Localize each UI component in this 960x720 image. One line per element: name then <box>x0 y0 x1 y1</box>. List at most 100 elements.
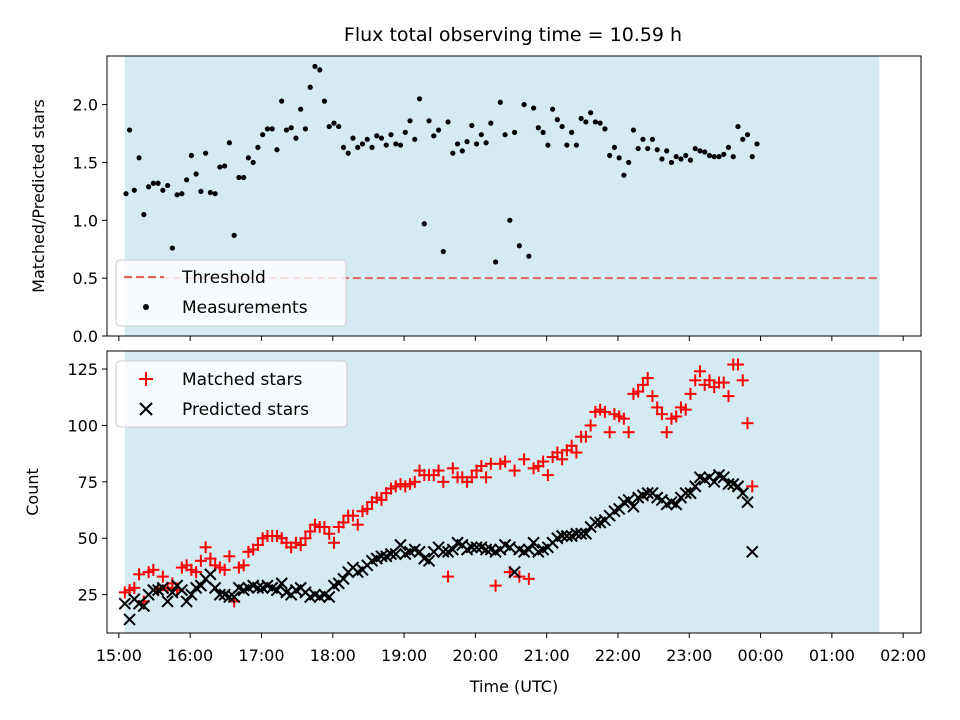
measurement-point <box>692 145 698 152</box>
measurement-point <box>393 141 399 147</box>
predicted-star-point <box>560 529 574 543</box>
matched-star-point <box>632 385 645 398</box>
measurement-point <box>440 248 446 255</box>
legend-measurements-swatch <box>143 304 149 310</box>
matched-star-point <box>641 372 654 385</box>
predicted-star-point <box>208 581 222 595</box>
measurement-point <box>697 148 703 154</box>
measurement-point <box>264 126 271 132</box>
measurement-point <box>283 127 290 133</box>
measurement-point <box>340 144 347 151</box>
measurement-point <box>123 191 129 197</box>
measurement-point <box>683 152 689 159</box>
predicted-star-point <box>413 545 426 558</box>
bottom-axes-frame <box>106 350 922 634</box>
chart-title: Flux total observing time = 10.59 h <box>344 24 682 46</box>
x-tick-label: 20:00 <box>452 646 498 665</box>
measurement-point <box>179 191 185 197</box>
measurement-point <box>687 157 694 163</box>
measurement-point <box>668 159 675 166</box>
measurement-point <box>602 126 608 132</box>
predicted-star-point <box>422 554 436 568</box>
measurement-point <box>397 142 404 148</box>
measurement-point <box>378 135 385 141</box>
predicted-star-point <box>579 527 593 540</box>
measurement-point <box>540 129 546 135</box>
measurement-point <box>564 142 570 148</box>
matched-star-point <box>361 502 374 515</box>
bottom-y-tick-label: 50 <box>78 529 98 548</box>
measurement-point <box>212 191 218 197</box>
measurement-point <box>345 150 351 156</box>
measurement-point <box>226 140 232 146</box>
predicted-star-point <box>522 543 536 556</box>
measurement-point <box>497 99 503 105</box>
measurement-point <box>203 150 209 156</box>
matched-star-point <box>556 453 569 466</box>
matched-star-point <box>717 376 730 389</box>
matched-star-point <box>622 426 635 439</box>
matched-star-point <box>251 539 264 552</box>
measurement-point <box>626 159 632 166</box>
measurement-point <box>678 156 684 162</box>
measurement-point <box>222 163 228 169</box>
top-y-tick-label: 1.5 <box>73 153 98 172</box>
predicted-star-point <box>180 595 193 608</box>
measurement-point <box>621 172 627 178</box>
measurement-point <box>492 259 499 265</box>
matched-star-point <box>375 493 388 506</box>
measurement-point <box>307 84 313 90</box>
predicted-star-point <box>156 581 170 595</box>
measurement-point <box>654 147 660 153</box>
top-legend-box <box>115 259 347 327</box>
measurement-point <box>236 174 242 181</box>
predicted-star-point <box>574 527 588 540</box>
measurement-point <box>469 122 475 129</box>
measurement-point <box>388 132 394 138</box>
measurement-point <box>740 136 746 142</box>
predicted-star-point <box>384 547 398 561</box>
predicted-star-point <box>527 536 540 549</box>
matched-star-point <box>651 401 664 414</box>
matched-star-point <box>565 439 578 452</box>
top-y-tick-label: 2.0 <box>73 96 98 115</box>
matched-star-point <box>133 568 146 581</box>
ratio-panel: 0.00.51.01.52.0 Matched/Predicted stars … <box>29 55 922 346</box>
top-legend: Threshold Measurements <box>115 259 347 327</box>
matched-star-point <box>218 563 231 576</box>
x-axis-label: Time (UTC) <box>469 677 558 696</box>
predicted-star-point <box>194 579 208 592</box>
measurement-point <box>554 117 560 123</box>
predicted-star-point <box>389 547 402 561</box>
predicted-star-point <box>337 572 350 586</box>
bottom-y-tick-label: 125 <box>67 360 98 379</box>
matched-star-point <box>446 462 459 475</box>
measurement-point <box>464 139 470 145</box>
predicted-star-point <box>394 538 407 552</box>
measurement-point <box>298 106 304 112</box>
bottom-y-tick-label: 100 <box>67 416 98 435</box>
matched-star-point <box>541 469 554 482</box>
legend-predicted-swatch <box>139 402 153 416</box>
matched-star-point <box>603 426 616 439</box>
predicted-star-point <box>731 480 745 493</box>
top-y-tick-label: 1.0 <box>73 211 98 230</box>
matched-star-point <box>655 408 668 421</box>
predicted-star-point <box>185 588 198 601</box>
matched-star-point <box>693 365 706 378</box>
matched-star-point <box>346 509 359 522</box>
measurement-point <box>260 132 266 138</box>
x-tick-label: 23:00 <box>666 646 712 665</box>
matched-star-point <box>670 410 683 423</box>
predicted-star-point <box>204 568 217 581</box>
matched-star-point <box>703 374 716 387</box>
matched-star-point <box>327 536 340 549</box>
measurement-point <box>274 147 280 153</box>
matched-star-point <box>190 566 203 579</box>
measurement-point <box>184 177 190 183</box>
measurement-point <box>459 148 465 154</box>
measurement-point <box>245 155 252 161</box>
measurement-point <box>193 171 199 177</box>
matched-star-point <box>489 579 502 592</box>
